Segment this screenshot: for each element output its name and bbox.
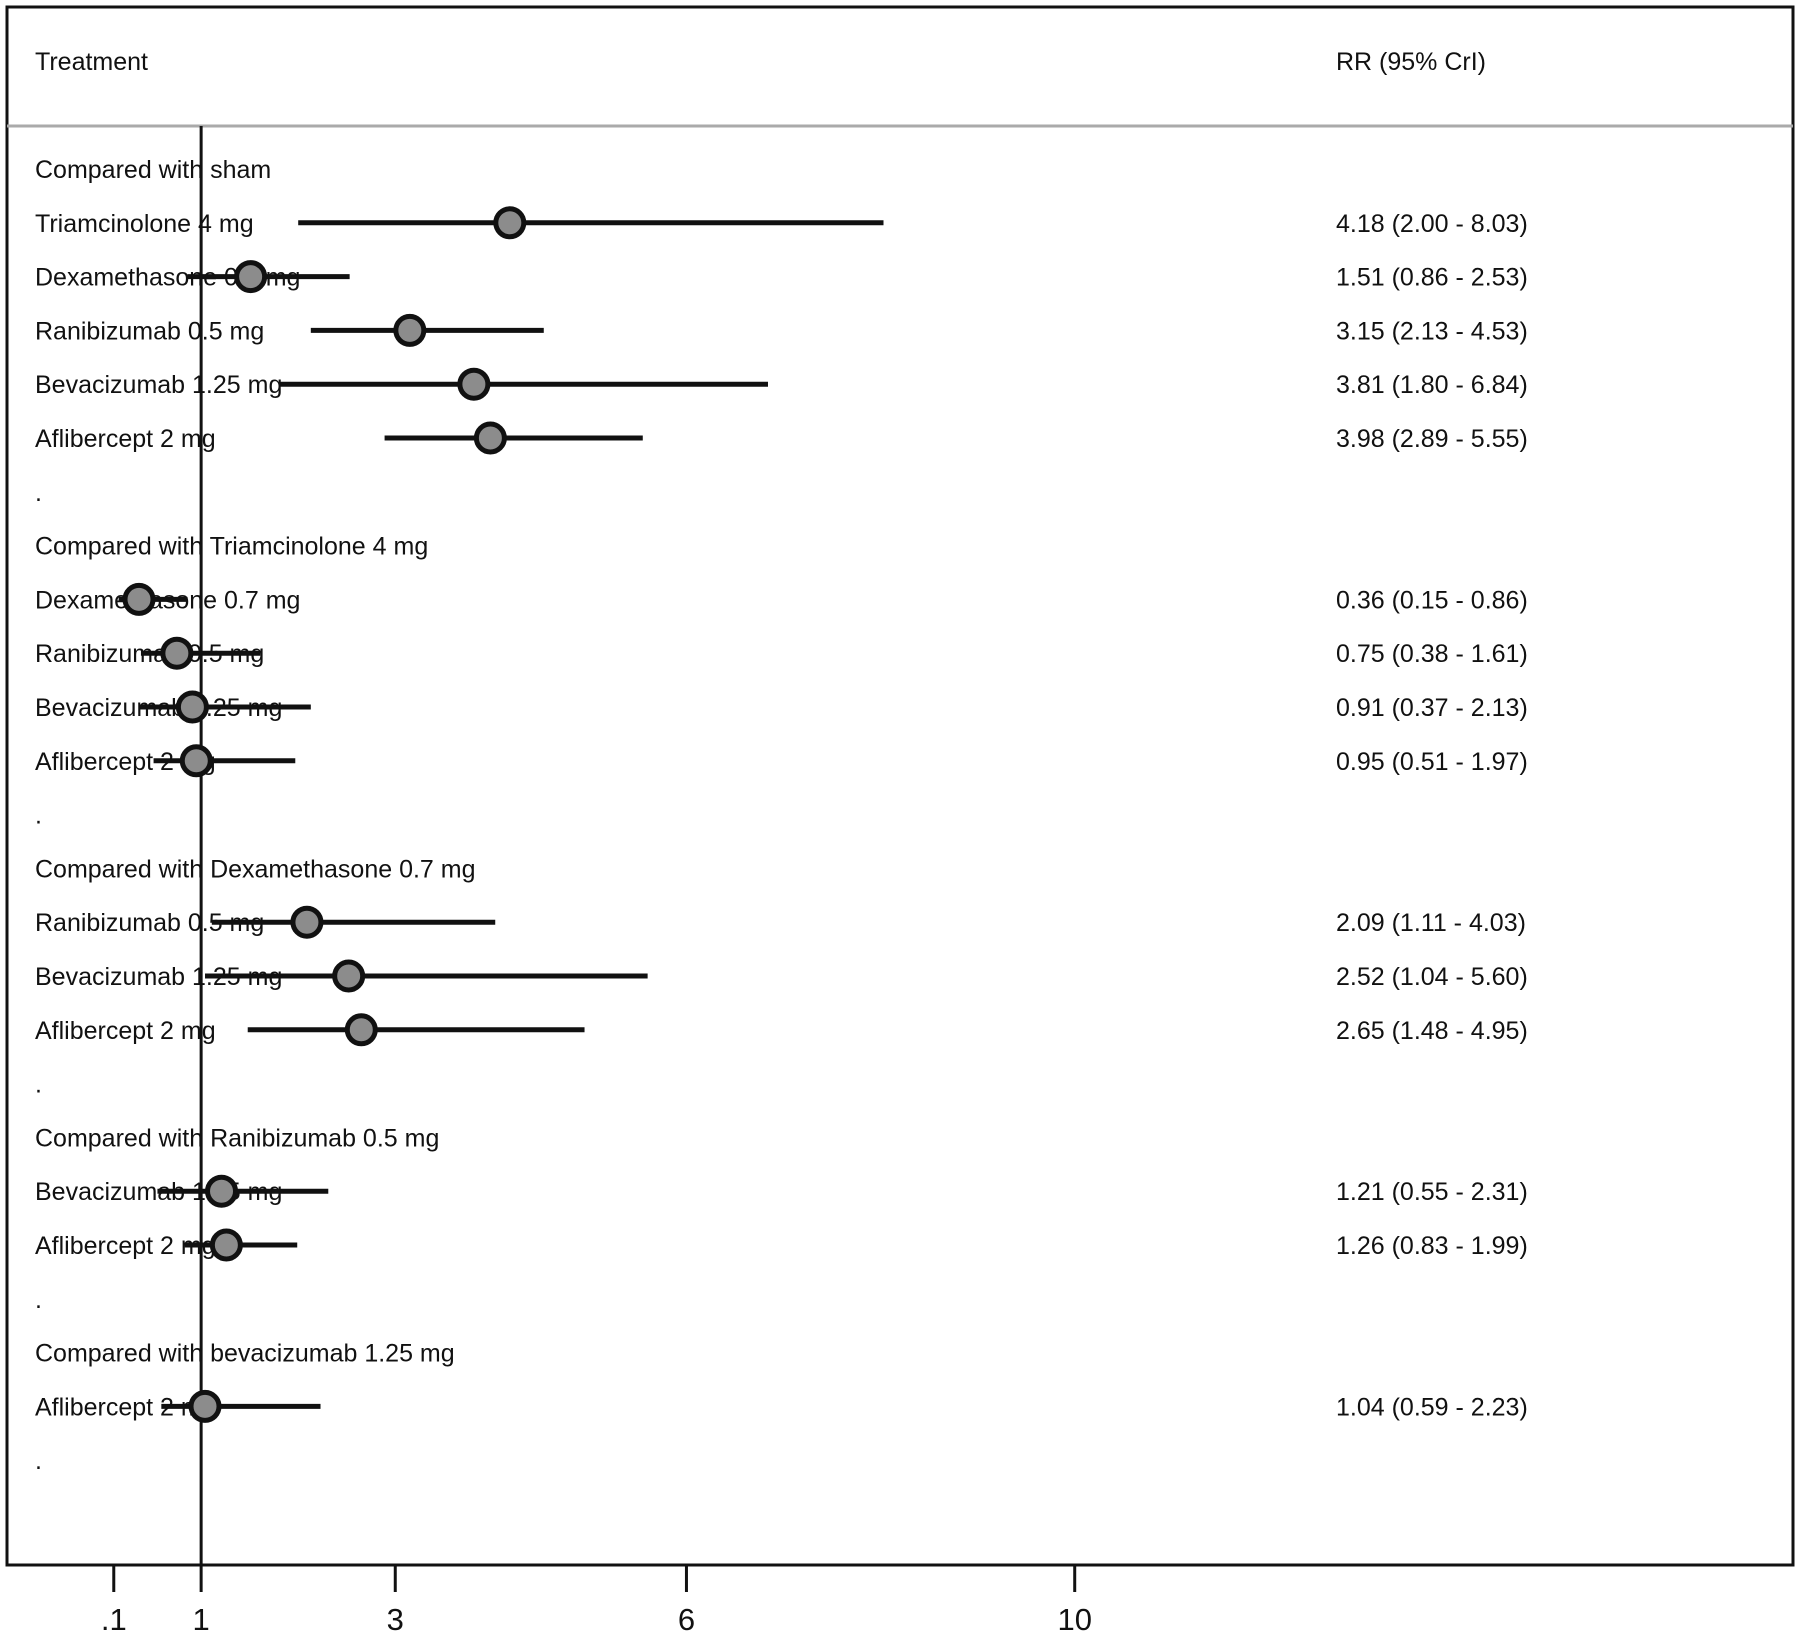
x-tick-label: 1 [193,1602,210,1637]
group-heading: Compared with sham [35,156,271,184]
x-tick-label: 6 [678,1602,695,1637]
estimate-value: 2.65 (1.48 - 4.95) [1336,1017,1528,1045]
point-estimate [209,1228,243,1262]
row-label: Ranibizumab 0.5 mg [35,317,264,345]
point-estimate [332,959,366,993]
point-estimate [205,1174,239,1208]
x-tick-label: .1 [101,1602,127,1637]
point-estimate [179,744,213,778]
x-tick-label: 10 [1057,1602,1091,1637]
estimate-value: 3.98 (2.89 - 5.55) [1336,425,1528,453]
group-separator: . [35,1447,42,1475]
estimate-value: 0.91 (0.37 - 2.13) [1336,694,1528,722]
estimate-value: 2.52 (1.04 - 5.60) [1336,963,1528,991]
x-tick-label: 3 [387,1602,404,1637]
row-label: Bevacizumab 1.25 mg [35,371,282,399]
group-heading: Compared with bevacizumab 1.25 mg [35,1340,455,1368]
point-estimate [393,313,427,347]
point-estimate [122,582,156,616]
point-estimate [344,1013,378,1047]
estimate-value: 1.51 (0.86 - 2.53) [1336,264,1528,292]
point-estimate [234,260,268,294]
estimate-value: 0.36 (0.15 - 0.86) [1336,586,1528,614]
point-estimate [160,636,194,670]
row-label: Aflibercept 2 mg [35,425,216,453]
point-estimate [188,1389,222,1423]
group-separator: . [35,1071,42,1099]
estimate-value: 1.04 (0.59 - 2.23) [1336,1393,1528,1421]
group-heading: Compared with Dexamethasone 0.7 mg [35,855,476,883]
estimate-column-header: RR (95% CrI) [1336,48,1486,76]
estimate-value: 2.09 (1.11 - 4.03) [1336,909,1526,937]
point-estimate [493,206,527,240]
treatment-column-header: Treatment [35,48,148,76]
estimate-value: 1.26 (0.83 - 1.99) [1336,1232,1528,1260]
row-label: Triamcinolone 4 mg [35,210,254,238]
estimate-value: 4.18 (2.00 - 8.03) [1336,210,1528,238]
group-heading: Compared with Triamcinolone 4 mg [35,533,428,561]
estimate-value: 0.75 (0.38 - 1.61) [1336,640,1528,668]
estimate-value: 3.81 (1.80 - 6.84) [1336,371,1528,399]
estimate-value: 1.21 (0.55 - 2.31) [1336,1178,1528,1206]
x-axis: .1 1 3 6 10 [101,1565,1092,1637]
forest-rows: Compared with sham Triamcinolone 4 mg 4.18… [35,126,1528,1565]
group-heading: Compared with Ranibizumab 0.5 mg [35,1124,439,1152]
point-estimate [473,421,507,455]
point-estimate [457,367,491,401]
group-separator: . [35,802,42,830]
group-separator: . [35,1286,42,1314]
plot-frame [5,5,1795,1567]
point-estimate [290,905,324,939]
estimate-value: 0.95 (0.51 - 1.97) [1336,748,1528,776]
group-separator: . [35,479,42,507]
row-label: Aflibercept 2 mg [35,1017,216,1045]
estimate-value: 3.15 (2.13 - 4.53) [1336,317,1528,345]
point-estimate [175,690,209,724]
